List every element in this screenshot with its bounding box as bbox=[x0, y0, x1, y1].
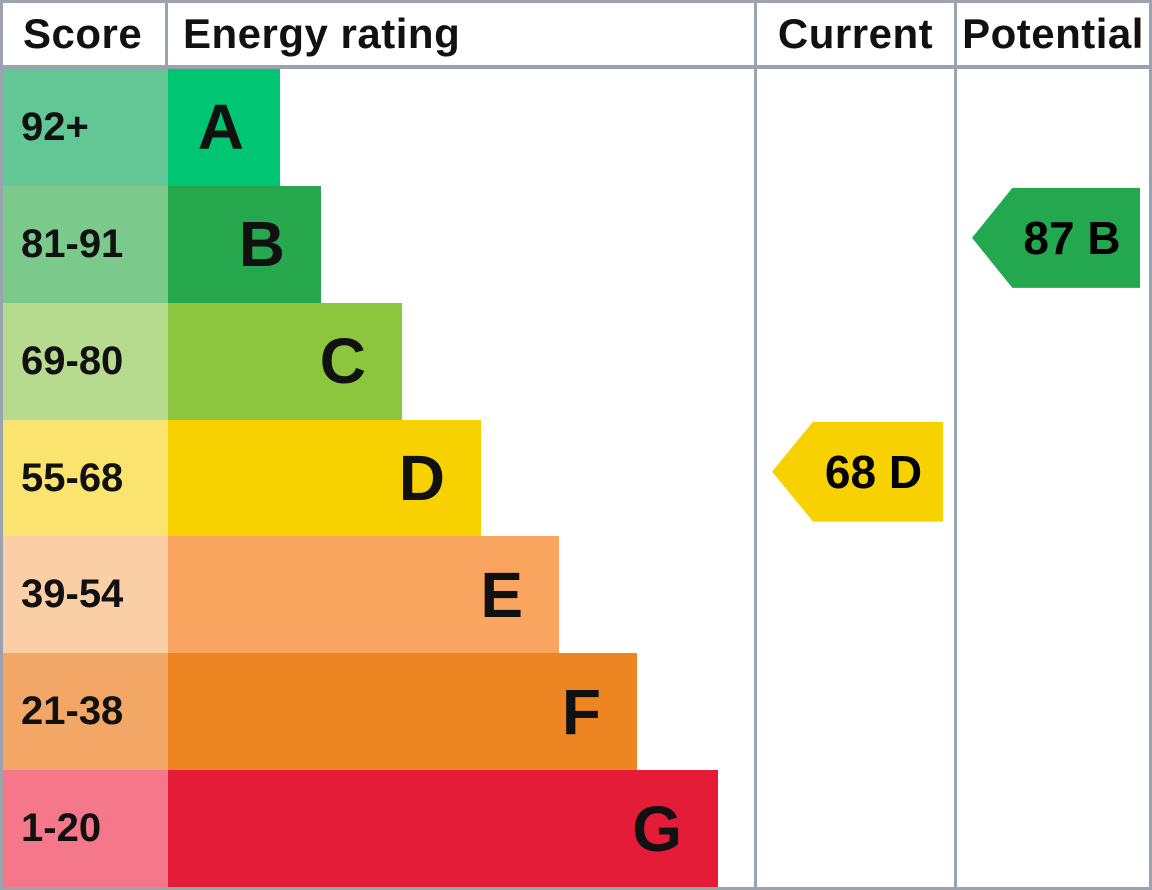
band-rows: 92+ A 81-91 B 87 B 69-80 C bbox=[3, 69, 1149, 887]
potential-cell-b: 87 B bbox=[954, 185, 1149, 303]
current-rating-arrow: 68 D bbox=[772, 421, 943, 522]
potential-cell-c bbox=[954, 302, 1149, 420]
score-range-g: 1-20 bbox=[3, 770, 168, 887]
score-range-b: 81-91 bbox=[3, 185, 168, 303]
current-cell-c bbox=[754, 302, 954, 420]
band-row-g: 1-20 G bbox=[3, 770, 1149, 887]
potential-cell-a bbox=[954, 69, 1149, 186]
band-bar-area-b: B bbox=[168, 185, 754, 303]
score-range-f: 21-38 bbox=[3, 653, 168, 771]
score-range-d: 55-68 bbox=[3, 419, 168, 537]
band-row-e: 39-54 E bbox=[3, 536, 1149, 654]
score-range-e: 39-54 bbox=[3, 536, 168, 654]
band-bar-area-a: A bbox=[168, 69, 754, 186]
band-bar-area-d: D bbox=[168, 419, 754, 537]
band-row-d: 55-68 D 68 D bbox=[3, 419, 1149, 537]
band-bar-g: G bbox=[168, 770, 718, 887]
potential-column-header: Potential bbox=[954, 3, 1149, 65]
band-bar-e: E bbox=[168, 536, 559, 654]
current-cell-g bbox=[754, 770, 954, 887]
potential-cell-g bbox=[954, 770, 1149, 887]
band-bar-d: D bbox=[168, 419, 481, 537]
band-row-a: 92+ A bbox=[3, 69, 1149, 186]
potential-cell-d bbox=[954, 419, 1149, 537]
band-bar-a: A bbox=[168, 69, 280, 186]
current-column-header: Current bbox=[754, 3, 954, 65]
potential-cell-e bbox=[954, 536, 1149, 654]
current-cell-d: 68 D bbox=[754, 419, 954, 537]
band-bar-area-c: C bbox=[168, 302, 754, 420]
current-cell-f bbox=[754, 653, 954, 771]
header-row: Score Energy rating Current Potential bbox=[3, 3, 1149, 69]
band-bar-f: F bbox=[168, 653, 637, 771]
current-cell-b bbox=[754, 185, 954, 303]
score-range-c: 69-80 bbox=[3, 302, 168, 420]
band-row-c: 69-80 C bbox=[3, 302, 1149, 420]
energy-rating-column-header: Energy rating bbox=[183, 10, 461, 57]
band-bar-area-f: F bbox=[168, 653, 754, 771]
band-row-b: 81-91 B 87 B bbox=[3, 185, 1149, 303]
current-cell-a bbox=[754, 69, 954, 186]
band-bar-b: B bbox=[168, 185, 321, 303]
current-cell-e bbox=[754, 536, 954, 654]
score-range-a: 92+ bbox=[3, 69, 168, 186]
band-bar-c: C bbox=[168, 302, 402, 420]
band-bar-area-g: G bbox=[168, 770, 754, 887]
score-column-header: Score bbox=[3, 3, 168, 65]
band-bar-area-e: E bbox=[168, 536, 754, 654]
potential-cell-f bbox=[954, 653, 1149, 771]
potential-rating-arrow: 87 B bbox=[972, 187, 1140, 288]
band-row-f: 21-38 F bbox=[3, 653, 1149, 771]
